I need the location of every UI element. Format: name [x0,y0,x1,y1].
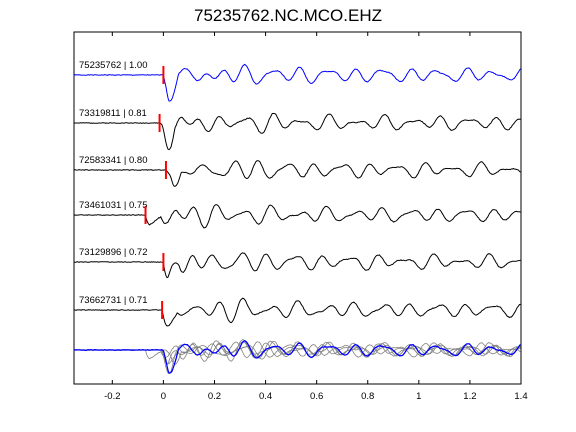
stack-overlay-trace [74,339,521,365]
waveform-trace [73,160,521,187]
waveform-trace [73,112,521,151]
x-axis: -0.2 0 0.2 0.4 0.6 0.8 1 1.2 1.4 [104,32,528,402]
x-tick-label: 0 [161,391,166,402]
trace-group: 75235762 | 1.00 73319811 | 0.81 72583341 |… [73,60,521,327]
trace-label: 75235762 | 1.00 [79,60,148,71]
waveform-trace [74,297,521,327]
trace-label: 72583341 | 0.80 [79,155,148,166]
waveform-trace [73,63,521,102]
stack-reference-trace [73,339,521,374]
x-tick-label: 1 [416,391,421,402]
trace-label: 73319811 | 0.81 [79,108,147,119]
x-tick-label: 1.2 [463,391,476,402]
waveform-trace [73,204,521,229]
x-tick-label: 0.2 [208,391,221,402]
x-tick-label: -0.2 [104,391,120,402]
x-tick-label: 1.4 [514,391,527,402]
x-tick-label: 0.4 [259,391,272,402]
trace-label: 73662731 | 0.71 [79,295,148,306]
chart-title: 75235762.NC.MCO.EHZ [193,6,383,25]
waveform-trace [73,252,521,279]
x-tick-label: 0.6 [310,391,323,402]
plot-frame [73,31,522,385]
trace-label: 73129896 | 0.72 [79,247,148,258]
x-tick-label: 0.8 [361,391,374,402]
stacked-traces [73,339,521,374]
stack-overlay-trace [73,341,521,374]
trace-label: 73461031 | 0.75 [79,200,148,211]
